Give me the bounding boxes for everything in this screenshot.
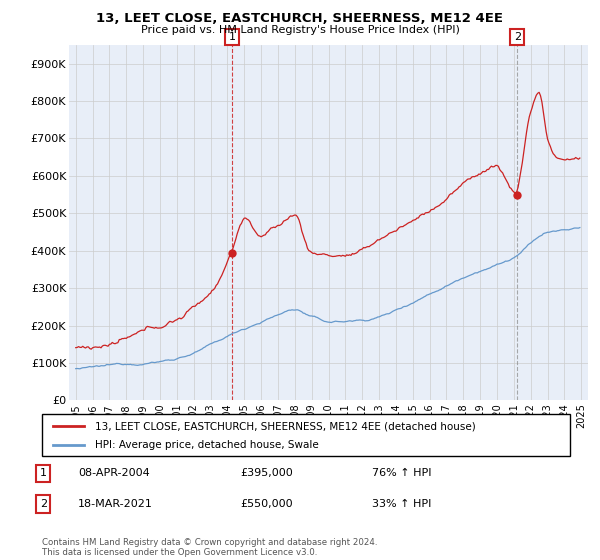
Text: HPI: Average price, detached house, Swale: HPI: Average price, detached house, Swal… — [95, 440, 319, 450]
Text: 1: 1 — [40, 468, 47, 478]
Text: 2: 2 — [40, 499, 47, 509]
Text: 13, LEET CLOSE, EASTCHURCH, SHEERNESS, ME12 4EE: 13, LEET CLOSE, EASTCHURCH, SHEERNESS, M… — [97, 12, 503, 25]
Text: £395,000: £395,000 — [240, 468, 293, 478]
Text: 13, LEET CLOSE, EASTCHURCH, SHEERNESS, ME12 4EE (detached house): 13, LEET CLOSE, EASTCHURCH, SHEERNESS, M… — [95, 421, 476, 431]
Text: 33% ↑ HPI: 33% ↑ HPI — [372, 499, 431, 509]
Text: 08-APR-2004: 08-APR-2004 — [78, 468, 150, 478]
Text: Price paid vs. HM Land Registry's House Price Index (HPI): Price paid vs. HM Land Registry's House … — [140, 25, 460, 35]
Text: 1: 1 — [229, 32, 235, 42]
FancyBboxPatch shape — [42, 414, 570, 456]
Text: 18-MAR-2021: 18-MAR-2021 — [78, 499, 153, 509]
Text: 76% ↑ HPI: 76% ↑ HPI — [372, 468, 431, 478]
Text: Contains HM Land Registry data © Crown copyright and database right 2024.
This d: Contains HM Land Registry data © Crown c… — [42, 538, 377, 557]
Text: 2: 2 — [514, 32, 521, 42]
Text: £550,000: £550,000 — [240, 499, 293, 509]
